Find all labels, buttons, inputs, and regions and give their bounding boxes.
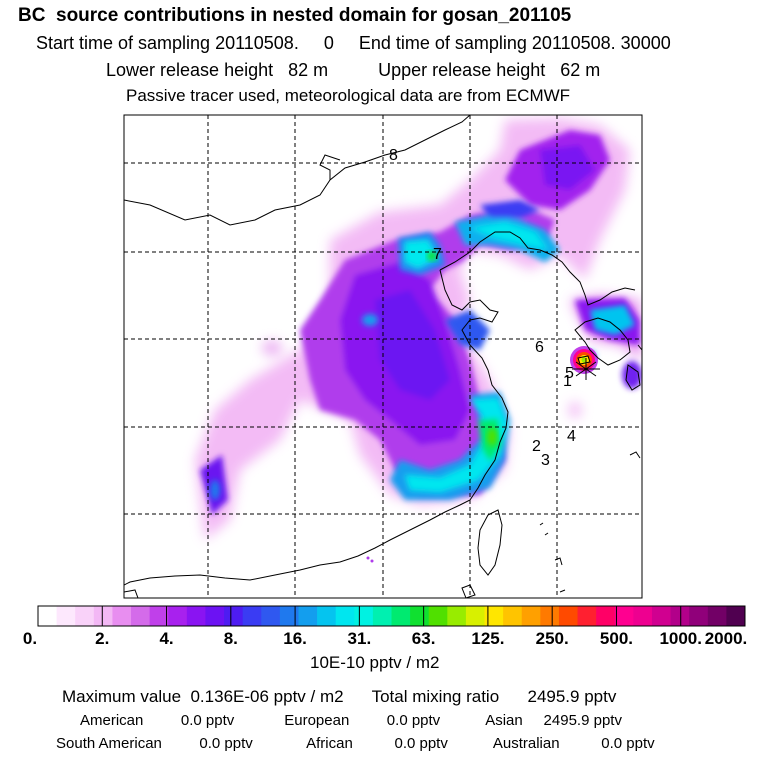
colorbar-tick-label: 31. — [347, 629, 372, 648]
colorbar-tick-label: 16. — [283, 629, 307, 648]
plume-layer — [195, 118, 642, 540]
colorbar-tick-label: 0. — [22, 629, 38, 648]
colorbar-tick-label: 125. — [471, 629, 505, 648]
colorbar-cell — [614, 606, 634, 626]
trajectory-markers: 8 7 6 5 1 4 2 3 — [389, 147, 576, 469]
colorbar-cell — [335, 606, 355, 626]
colorbar-cell — [391, 606, 411, 626]
colorbar-cell — [112, 606, 132, 626]
colorbar-frame — [37, 605, 746, 627]
colorbar-tick-label: 63. — [411, 629, 436, 648]
sampling-time-line: Start time of sampling 20110508. 0 End t… — [36, 33, 671, 53]
colorbar-cell — [38, 606, 58, 626]
marker-4: 4 — [567, 428, 576, 445]
colorbar-cell — [149, 606, 169, 626]
release-height-line: Lower release height 82 m Upper release … — [106, 60, 601, 80]
colorbar-cell — [521, 606, 541, 626]
map-frame — [123, 114, 643, 599]
marker-3: 3 — [541, 452, 550, 469]
colorbar-cell — [354, 606, 374, 626]
colorbar-tick-label: 4. — [159, 629, 174, 648]
colorbar-cell — [224, 606, 244, 626]
colorbar-cell — [484, 606, 504, 626]
colorbar-cell — [242, 606, 262, 626]
colorbar-cell — [261, 606, 281, 626]
colorbar-cell — [205, 606, 225, 626]
marker-2: 2 — [532, 438, 541, 455]
colorbar-cell — [428, 606, 448, 626]
colorbar-cell — [168, 606, 188, 626]
release-site-hotspot — [570, 346, 598, 374]
colorbar-cell — [465, 606, 486, 626]
marker-8: 8 — [389, 147, 398, 164]
colorbar-tick-label: 1000. — [659, 629, 702, 648]
colorbar-tick-label: 2000. — [704, 629, 748, 648]
colorbar-cell — [410, 606, 430, 626]
marker-6: 6 — [535, 339, 544, 356]
colorbar-cell — [93, 606, 113, 626]
colorbar-cell — [447, 606, 467, 626]
colorbar-cell — [670, 606, 690, 626]
colorbar-cell — [279, 606, 299, 626]
summary-max-total: Maximum value 0.136E-06 pptv / m2 Total … — [62, 687, 617, 706]
colorbar-cell — [633, 606, 653, 626]
colorbar-tick-label: 8. — [223, 629, 238, 648]
colorbar-cell — [75, 606, 95, 626]
colorbar-tick-label: 500. — [599, 629, 633, 648]
colorbar-cell — [131, 606, 151, 626]
tracer-info-line: Passive tracer used, meteorological data… — [126, 86, 571, 105]
colorbar-cell — [689, 606, 709, 626]
coastlines — [124, 115, 642, 598]
colorbar-tick-label: 250. — [535, 629, 569, 648]
colorbar-cell — [651, 606, 672, 626]
colorbar-tick-label: 2. — [95, 629, 110, 648]
colorbar-cell — [56, 606, 76, 626]
small-islands — [366, 556, 374, 563]
colorbar-unit-label: 10E-10 pptv / m2 — [310, 653, 440, 672]
colorbar-cell — [298, 606, 318, 626]
colorbar-cell — [540, 606, 560, 626]
colorbar-cell — [596, 606, 616, 626]
map-title: BC source contributions in nested domain… — [18, 5, 572, 26]
marker-5: 5 — [565, 365, 574, 382]
colorbar-cell — [503, 606, 523, 626]
marker-7: 7 — [433, 246, 442, 263]
summary-regions-1: American 0.0 pptv European 0.0 pptv Asia… — [80, 712, 622, 729]
summary-regions-2: South American 0.0 pptv African 0.0 pptv… — [56, 735, 655, 752]
star-icon — [572, 358, 600, 380]
colorbar-cell — [558, 606, 579, 626]
colorbar-cell — [577, 606, 597, 626]
colorbar-cell — [707, 606, 727, 626]
lat-lon-grid — [124, 115, 642, 598]
colorbar-cell — [317, 606, 337, 626]
colorbar-cell — [726, 606, 746, 626]
colorbar-cell — [372, 606, 392, 626]
colorbar-cell — [186, 606, 206, 626]
marker-1: 1 — [563, 373, 572, 390]
